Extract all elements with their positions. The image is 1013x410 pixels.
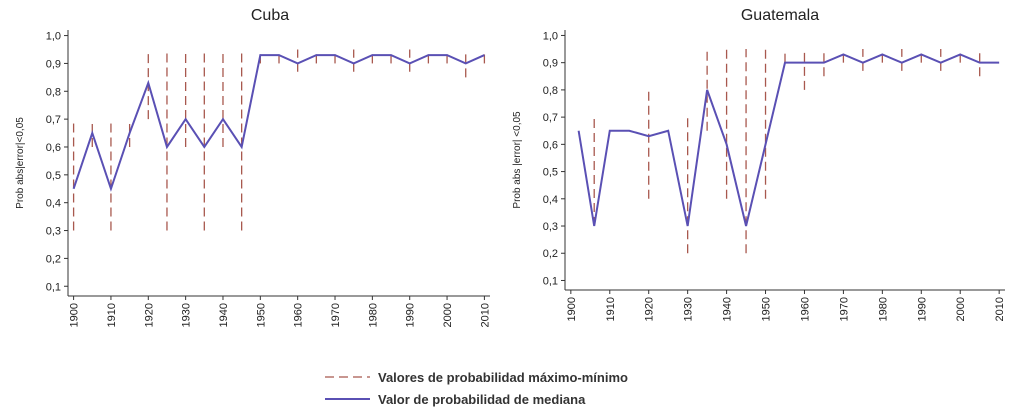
x-tick-label: 2010: [994, 297, 1006, 321]
x-tick-label: 1940: [722, 297, 734, 321]
chart-title: Cuba: [251, 7, 289, 24]
legend-label: Valor de probabilidad de mediana: [378, 392, 586, 407]
x-tick-label: 1940: [218, 303, 230, 327]
y-tick-label: 0,4: [46, 198, 61, 210]
y-tick-label: 0,2: [46, 253, 61, 265]
x-tick-label: 1950: [761, 297, 773, 321]
x-tick-label: 1980: [367, 303, 379, 327]
y-tick-label: 0,9: [543, 58, 558, 70]
x-tick-label: 1910: [605, 297, 617, 321]
x-tick-label: 1920: [143, 303, 155, 327]
median-line: [72, 54, 485, 192]
y-tick-label: 0,3: [543, 221, 558, 233]
y-tick-label: 0,7: [543, 112, 558, 124]
x-tick-label: 1960: [293, 303, 305, 327]
y-tick-label: 1,0: [46, 31, 61, 43]
x-tick-label: 1930: [683, 297, 695, 321]
y-tick-label: 0,5: [543, 167, 558, 179]
y-tick-label: 0,5: [46, 170, 61, 182]
y-tick-label: 0,3: [46, 226, 61, 238]
chart-title: Guatemala: [741, 7, 819, 24]
y-tick-label: 0,8: [46, 86, 61, 98]
x-tick-label: 1970: [838, 297, 850, 321]
x-tick-label: 2010: [479, 303, 491, 327]
x-tick-label: 1970: [330, 303, 342, 327]
x-tick-label: 1980: [877, 297, 889, 321]
x-tick-label: 1990: [405, 303, 417, 327]
x-tick-label: 1990: [916, 297, 928, 321]
y-tick-label: 0,1: [543, 275, 558, 287]
y-tick-label: 0,9: [46, 58, 61, 70]
x-tick-label: 1930: [181, 303, 193, 327]
y-tick-label: 0,8: [543, 85, 558, 97]
x-tick-label: 1960: [799, 297, 811, 321]
y-tick-label: 0,6: [543, 139, 558, 151]
x-tick-label: 1910: [106, 303, 118, 327]
x-tick-label: 1920: [644, 297, 656, 321]
y-tick-label: 1,0: [543, 30, 558, 42]
x-tick-label: 1900: [566, 297, 578, 321]
y-tick-label: 0,4: [543, 194, 558, 206]
x-tick-label: 1950: [255, 303, 267, 327]
legend-label: Valores de probabilidad máximo-mínimo: [378, 370, 628, 385]
y-axis-label: Prob abs|error|<0,05: [15, 117, 26, 209]
x-tick-label: 2000: [442, 303, 454, 327]
y-tick-label: 0,2: [543, 248, 558, 260]
y-axis-label: Prob abs |error| <0,05: [512, 111, 523, 209]
y-tick-label: 0,6: [46, 142, 61, 154]
y-tick-label: 0,7: [46, 114, 61, 126]
x-tick-label: 1900: [69, 303, 81, 327]
median-line: [577, 53, 1000, 227]
y-tick-label: 0,1: [46, 281, 61, 293]
x-tick-label: 2000: [955, 297, 967, 321]
